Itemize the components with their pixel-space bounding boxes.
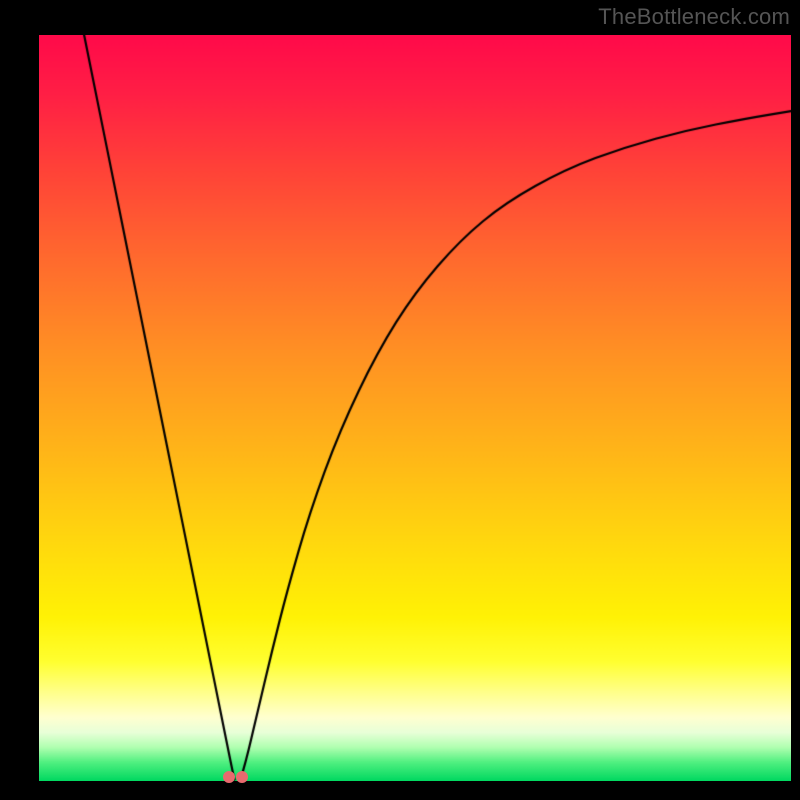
plot-area	[39, 35, 791, 781]
watermark-text: TheBottleneck.com	[598, 4, 790, 30]
minimum-marker-1	[223, 771, 235, 783]
bottleneck-curve	[39, 35, 791, 781]
minimum-marker-2	[236, 771, 248, 783]
chart-container: TheBottleneck.com	[0, 0, 800, 800]
